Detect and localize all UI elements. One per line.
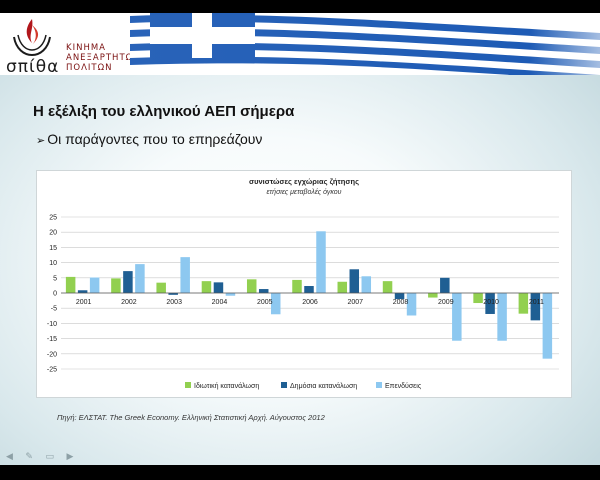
bar: [156, 282, 166, 293]
y-tick-label: 15: [49, 245, 57, 252]
bar: [225, 293, 236, 296]
x-tick-label: 2001: [76, 299, 92, 306]
bar: [258, 289, 269, 293]
slide: σπίθα ΚΙΝΗΜΑ ΑΝΕΞΑΡΤΗΤΩΝ ΠΟΛΙΤΩΝ: [0, 13, 600, 465]
logo-wordmark: σπίθα: [6, 57, 60, 77]
bar: [89, 277, 100, 293]
legend-swatch: [376, 382, 382, 388]
movement-line-3: ΠΟΛΙΤΩΝ: [66, 63, 113, 73]
y-tick-label: -10: [47, 321, 57, 328]
bar: [349, 269, 360, 293]
legend-swatch: [281, 382, 287, 388]
legend-label: Δημόσια κατανάλωση: [290, 382, 357, 390]
bar: [292, 279, 302, 293]
bar: [485, 293, 495, 314]
slide-title: Η εξέλιξη του ελληνικού ΑΕΠ σήμερα: [33, 103, 295, 120]
y-tick-label: -5: [51, 306, 57, 313]
x-tick-label: 2009: [438, 299, 454, 306]
bar: [304, 286, 314, 293]
bar: [361, 276, 372, 293]
bar: [452, 293, 462, 341]
x-tick-label: 2002: [121, 299, 137, 306]
bar: [542, 293, 553, 359]
bar: [201, 281, 212, 293]
x-tick-label: 2003: [166, 299, 182, 306]
greek-flag-image: [130, 13, 600, 75]
bar: [406, 293, 417, 316]
x-tick-label: 2007: [347, 299, 363, 306]
legend-swatch: [185, 382, 191, 388]
bar: [77, 290, 88, 293]
y-tick-label: 10: [49, 260, 57, 267]
movement-line-1: ΚΙΝΗΜΑ: [66, 43, 106, 53]
chart-subtitle: ετήσιες μεταβολές όγκου: [266, 188, 341, 196]
y-tick-label: -25: [47, 367, 57, 374]
bar: [316, 231, 326, 293]
bar: [65, 276, 76, 293]
y-tick-label: -20: [47, 351, 57, 358]
x-tick-label: 2008: [393, 299, 409, 306]
flame-logo-icon: [13, 19, 51, 57]
y-tick-label: 5: [53, 275, 57, 282]
bar: [428, 293, 438, 298]
movement-line-2: ΑΝΕΞΑΡΤΗΤΩΝ: [66, 53, 141, 63]
x-tick-label: 2005: [257, 299, 273, 306]
bar: [497, 293, 507, 341]
x-tick-label: 2011: [529, 299, 544, 306]
bar: [440, 277, 450, 293]
y-tick-label: 0: [53, 291, 57, 298]
bar: [382, 281, 393, 293]
bar: [213, 282, 224, 293]
bar: [246, 279, 257, 293]
bullet-point: ➢ Οι παράγοντες που το επηρεάζουν: [36, 131, 262, 147]
header-band: σπίθα ΚΙΝΗΜΑ ΑΝΕΞΑΡΤΗΤΩΝ ΠΟΛΙΤΩΝ: [0, 13, 600, 77]
bar: [337, 281, 348, 293]
bar: [530, 293, 541, 321]
source-note: Πηγή: ΕΛΣΤΑΤ. The Greek Economy. Ελληνικ…: [57, 413, 325, 422]
bar: [111, 278, 121, 293]
legend-label: Επενδύσεις: [385, 382, 422, 390]
bar: [518, 293, 529, 314]
legend-label: Ιδιωτική κατανάλωση: [194, 382, 259, 390]
x-tick-label: 2004: [212, 299, 228, 306]
bullet-text: Οι παράγοντες που το επηρεάζουν: [47, 131, 263, 147]
y-tick-label: 25: [49, 215, 57, 222]
bar: [135, 264, 145, 293]
y-tick-label: -15: [47, 336, 57, 343]
bar: [394, 293, 405, 300]
bar-chart: συνιστώσες εγχώριας ζήτησης ετήσιες μεταβ…: [47, 177, 559, 390]
x-tick-label: 2006: [302, 299, 318, 306]
bar: [123, 271, 133, 293]
x-tick-label: 2010: [483, 299, 499, 306]
chart-title: συνιστώσες εγχώριας ζήτησης: [249, 177, 359, 186]
y-tick-label: 20: [49, 230, 57, 237]
bar: [270, 293, 281, 315]
slide-nav-icons[interactable]: ◀ ✎ ▭ ▶: [6, 451, 79, 461]
bar: [180, 257, 190, 293]
arrow-bullet-icon: ➢: [36, 135, 46, 147]
bar: [168, 293, 178, 295]
movement-name: ΚΙΝΗΜΑ ΑΝΕΞΑΡΤΗΤΩΝ ΠΟΛΙΤΩΝ: [66, 43, 140, 73]
chart-frame: συνιστώσες εγχώριας ζήτησης ετήσιες μεταβ…: [36, 170, 572, 398]
bar: [473, 293, 483, 304]
